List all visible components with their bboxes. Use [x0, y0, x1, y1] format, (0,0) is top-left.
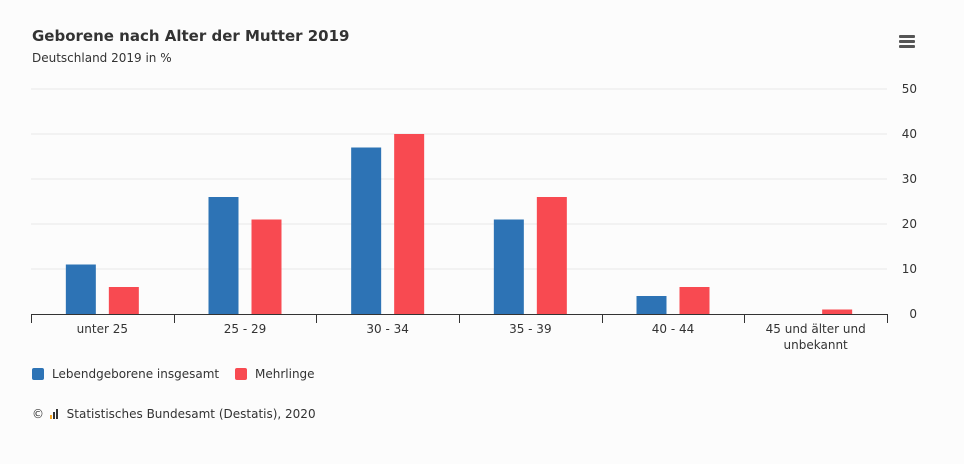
x-tick-label: 40 - 44	[652, 322, 695, 336]
legend-label: Lebendgeborene insgesamt	[52, 367, 220, 381]
legend-swatch	[32, 368, 44, 380]
y-tick-label: 40	[902, 127, 917, 141]
gridlines	[31, 88, 887, 270]
x-axis: unter 25 25 - 29 30 - 34 35 - 39 40 - 44 45 u…	[31, 314, 888, 352]
destatis-logo-icon	[49, 409, 58, 419]
credits-text: Statistisches Bundesamt (Destatis), 2020	[66, 407, 316, 421]
legend-swatch	[235, 368, 247, 380]
bar-lebendgeborene[interactable]	[493, 219, 524, 315]
y-tick-label: 30	[902, 172, 917, 186]
bar-lebendgeborene[interactable]	[65, 264, 96, 315]
bar-mehrlinge[interactable]	[394, 134, 425, 314]
y-tick-label: 50	[902, 82, 917, 96]
hamburger-menu-icon[interactable]	[893, 30, 921, 54]
bar-lebendgeborene[interactable]	[351, 147, 382, 315]
x-tick-label: 30 - 34	[366, 322, 409, 336]
y-tick-label: 20	[902, 217, 917, 231]
chart-subtitle: Deutschland 2019 in %	[32, 51, 172, 65]
bar-mehrlinge[interactable]	[679, 287, 710, 314]
legend-label: Mehrlinge	[255, 367, 315, 381]
bar-mehrlinge[interactable]	[536, 197, 567, 314]
x-tick-label: 25 - 29	[224, 322, 267, 336]
bar-lebendgeborene[interactable]	[208, 197, 239, 314]
y-tick-label: 0	[909, 307, 917, 321]
bar-mehrlinge[interactable]	[108, 287, 139, 314]
credits: © Statistisches Bundesamt (Destatis), 20…	[32, 407, 316, 421]
bar-lebendgeborene[interactable]	[636, 296, 667, 314]
chart-title: Geborene nach Alter der Mutter 2019	[32, 27, 350, 45]
bars	[65, 134, 853, 315]
copyright-symbol: ©	[32, 407, 44, 421]
y-tick-label: 10	[902, 262, 917, 276]
bar-mehrlinge[interactable]	[251, 219, 282, 315]
y-axis: 0 10 20 30 40 50	[902, 82, 917, 321]
x-tick-label: 35 - 39	[509, 322, 552, 336]
x-tick-label: 45 und älter und unbekannt	[766, 322, 866, 352]
x-tick-label: unter 25	[77, 322, 128, 336]
bar-mehrlinge[interactable]	[822, 309, 853, 315]
